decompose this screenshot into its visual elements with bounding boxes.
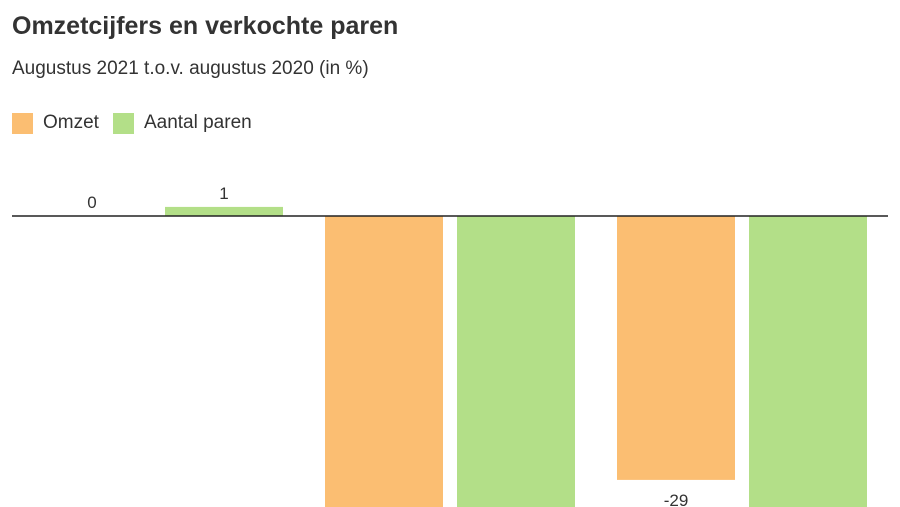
legend-swatch-omzet <box>12 112 33 134</box>
bar-aantal-paren-1[interactable] <box>457 216 575 507</box>
bar-aantal-paren-0[interactable] <box>165 206 283 216</box>
chart-subtitle: Augustus 2021 t.o.v. augustus 2020 (in %… <box>12 58 369 79</box>
data-label-omzet-0: 0 <box>87 193 96 212</box>
bar-aantal-paren-2[interactable] <box>749 216 867 507</box>
data-label-aantal-paren-0: 1 <box>219 184 228 203</box>
legend-label-aantal-paren: Aantal paren <box>143 112 252 133</box>
legend-swatch-aantal-paren <box>112 112 134 134</box>
legend-item-omzet[interactable]: Omzet <box>12 112 99 134</box>
legend: Omzet Aantal paren <box>12 112 266 134</box>
bar-omzet-1[interactable] <box>325 216 443 507</box>
data-label-omzet-2: -29 <box>664 491 689 507</box>
legend-item-aantal-paren[interactable]: Aantal paren <box>112 112 252 134</box>
chart-title: Omzetcijfers en verkochte paren <box>12 12 399 40</box>
legend-label-omzet: Omzet <box>43 112 99 133</box>
bar-omzet-2[interactable] <box>617 216 735 480</box>
